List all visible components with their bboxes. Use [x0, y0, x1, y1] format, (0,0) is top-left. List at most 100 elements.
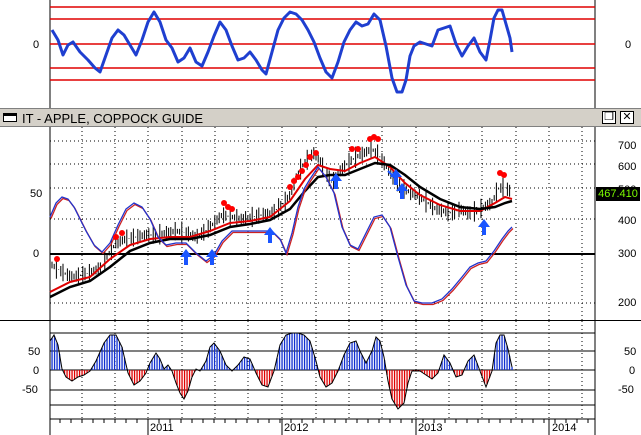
histogram-bar: [216, 347, 217, 370]
histogram-bar: [511, 367, 512, 370]
histogram-bar: [356, 344, 357, 371]
histogram-bar: [369, 356, 370, 370]
histogram-bar: [301, 334, 302, 370]
histogram-bar: [139, 370, 140, 381]
histogram-bar: [109, 336, 110, 370]
histogram-bar: [264, 370, 265, 386]
histogram-bar: [306, 338, 307, 370]
histogram-bar: [156, 355, 157, 371]
year-label-2014: 2014: [552, 422, 576, 434]
histogram-bar: [396, 370, 397, 407]
histogram-bar: [249, 359, 250, 370]
histogram-bar: [54, 336, 55, 370]
chart-window-titlebar[interactable]: IT - APPLE, COPPOCK GUIDE ❐ ✕: [0, 108, 641, 127]
histogram-bar: [459, 370, 460, 376]
histogram-bar: [211, 345, 212, 370]
histogram-bar: [244, 357, 245, 370]
red-dot-icon: [299, 168, 305, 174]
hist-right-label-0: 0: [629, 365, 635, 377]
histogram-bar: [499, 336, 500, 370]
histogram-bar: [51, 338, 52, 370]
histogram-bar: [246, 358, 247, 370]
price-bars: [52, 141, 510, 284]
histogram-bar: [324, 370, 325, 385]
histogram-bar: [456, 370, 457, 377]
hist-right-label-50: 50: [624, 346, 636, 358]
red-dot-icon: [355, 146, 361, 152]
left-label-0: 0: [33, 248, 39, 260]
histogram-bar: [359, 350, 360, 370]
red-dot-icon: [349, 146, 355, 152]
oscillator-zero-label-left: 0: [33, 39, 39, 51]
time-axis: [50, 419, 595, 435]
histogram-bar: [119, 342, 120, 370]
histogram-bar: [99, 353, 100, 370]
hist-left-label-minus50: -50: [22, 384, 38, 396]
coppock-line-blue: [50, 167, 512, 303]
histogram-bar: [79, 370, 80, 377]
histogram-bar: [371, 351, 372, 370]
hist-right-label-minus50: -50: [618, 384, 634, 396]
histogram-bar: [329, 370, 330, 385]
close-button[interactable]: ✕: [620, 111, 634, 124]
histogram-bar: [401, 370, 402, 405]
histogram-bar: [111, 335, 112, 370]
red-dot-icon: [295, 174, 301, 180]
price-grid: [50, 127, 595, 320]
restore-button[interactable]: ❐: [602, 111, 616, 124]
left-label-50: 50: [30, 188, 42, 200]
histogram-bar: [56, 343, 57, 371]
histogram-bar: [154, 356, 155, 371]
histogram-bar: [361, 355, 362, 370]
histogram-bar: [69, 370, 70, 379]
hist-left-label-50: 50: [28, 346, 40, 358]
red-dot-icon: [229, 206, 235, 212]
histogram-bar: [471, 357, 472, 370]
histogram-bar: [184, 370, 185, 398]
histogram-bar: [376, 338, 377, 370]
histogram-bar: [429, 370, 430, 377]
red-dot-icon: [313, 150, 319, 156]
window-title: IT - APPLE, COPPOCK GUIDE: [22, 111, 203, 126]
histogram-bar: [379, 341, 380, 371]
histogram-bar: [326, 370, 327, 386]
red-dot-icon: [287, 184, 293, 190]
right-label-200: 200: [618, 297, 636, 309]
histogram-bar: [116, 337, 117, 370]
histogram-bar: [399, 370, 400, 408]
red-dot-icon: [303, 162, 309, 168]
histogram-bar: [219, 350, 220, 370]
oscillator-zero-label-right: 0: [625, 39, 631, 51]
moving-average-black: [50, 163, 512, 297]
hist-left-label-0: 0: [33, 365, 39, 377]
histogram-bar: [349, 344, 350, 370]
histogram-bar: [214, 344, 215, 370]
histogram-bar: [261, 370, 262, 385]
year-label-2013: 2013: [418, 422, 442, 434]
histogram-bar: [501, 335, 502, 370]
histogram-bar: [106, 339, 107, 370]
histogram-bar: [136, 370, 137, 383]
histogram-bar: [71, 370, 72, 381]
price-chart: [0, 127, 641, 320]
last-price-badge: 467.410: [596, 187, 640, 201]
histogram-bar: [291, 333, 292, 370]
histogram-bar: [286, 335, 287, 370]
oscillator-bands: [50, 7, 595, 80]
red-dot-icon: [501, 172, 507, 178]
up-arrow-icon: [478, 219, 490, 235]
year-label-2011: 2011: [150, 422, 174, 434]
histogram-bar: [394, 370, 395, 403]
red-dot-icon: [307, 154, 313, 160]
oscillator-chart: [0, 0, 641, 108]
histogram-bar: [76, 370, 77, 378]
histogram-bar: [444, 356, 445, 370]
histogram-bar: [179, 370, 180, 392]
red-dot-icon: [375, 136, 381, 142]
histogram-bar: [506, 346, 507, 371]
histogram-pane: 50 0 -50 50 0 -50 2011 2012 2013 2014: [0, 320, 641, 434]
red-dot-icon: [119, 230, 125, 236]
histogram-bar: [446, 359, 447, 370]
histogram-bar: [351, 342, 352, 370]
histogram-bar: [431, 370, 432, 379]
